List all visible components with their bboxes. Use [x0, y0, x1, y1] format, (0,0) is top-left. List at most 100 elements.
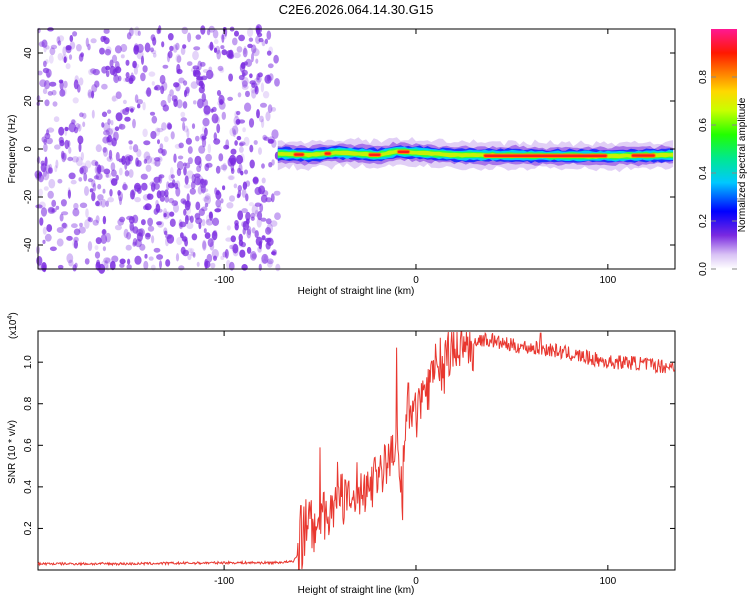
noise-dot [103, 28, 110, 34]
noise-dot [187, 157, 193, 165]
noise-dot [248, 202, 254, 207]
noise-dot [61, 152, 66, 163]
noise-dot [136, 50, 144, 60]
noise-dot [68, 146, 72, 154]
noise-dot [78, 142, 82, 153]
snr-xlabel: Height of straight line (km) [298, 585, 415, 596]
noise-dot [204, 232, 211, 240]
noise-dot [39, 217, 44, 226]
noise-dot [238, 239, 244, 248]
noise-dot [165, 259, 171, 267]
noise-dot [267, 104, 273, 114]
noise-dot [243, 46, 247, 55]
noise-dot [251, 204, 259, 215]
noise-dot [104, 260, 109, 270]
snr-ylabel: SNR (10 * v/v) [7, 420, 18, 484]
noise-dot [222, 251, 227, 258]
noise-dot [115, 91, 122, 99]
noise-dot [143, 151, 151, 161]
noise-dot [47, 167, 53, 174]
noise-dot [215, 165, 221, 174]
noise-dot [239, 146, 244, 153]
snr-scale-exp: 4 [7, 316, 14, 320]
noise-dot [267, 260, 273, 268]
noise-dot [94, 245, 99, 251]
noise-dot [229, 127, 236, 137]
noise-dot [132, 241, 137, 247]
noise-dot [187, 247, 195, 253]
noise-dot [244, 169, 248, 175]
band-peak [324, 152, 331, 155]
noise-dot [216, 90, 222, 96]
noise-dot [120, 43, 128, 53]
noise-dot [70, 120, 77, 125]
noise-dot [65, 46, 72, 54]
noise-dot [259, 115, 264, 123]
noise-dot [241, 80, 248, 88]
noise-dot [189, 188, 196, 195]
noise-dot [112, 68, 118, 77]
noise-dot [212, 217, 220, 226]
noise-dot [250, 216, 255, 221]
noise-dot [73, 240, 78, 249]
noise-dot [96, 259, 101, 268]
noise-dot [198, 160, 202, 168]
noise-dot [45, 137, 54, 145]
snr-line [37, 331, 676, 570]
noise-dot [237, 190, 242, 198]
noise-dot [190, 251, 196, 257]
noise-dot [244, 102, 252, 112]
noise-dot [227, 96, 234, 101]
noise-dot [119, 216, 126, 223]
noise-dot [195, 34, 202, 40]
noise-dot [204, 195, 211, 205]
noise-dot [202, 196, 209, 202]
noise-dot [175, 54, 182, 63]
noise-dot [266, 50, 272, 56]
noise-dot [180, 246, 186, 255]
noise-dot [155, 199, 159, 207]
noise-dot [179, 221, 184, 230]
noise-dot [245, 218, 250, 225]
noise-dot [53, 116, 60, 123]
snr-ytick-label: 0.2 [23, 521, 34, 535]
noise-dot [61, 211, 69, 216]
spec-ytick-label: 40 [23, 47, 34, 59]
noise-dot [238, 34, 246, 42]
noise-dot [71, 223, 78, 229]
noise-dot [95, 200, 100, 207]
noise-dot [249, 159, 255, 169]
noise-dot [180, 47, 186, 55]
noise-dot [77, 84, 81, 93]
noise-dot [72, 31, 78, 37]
noise-dot [151, 235, 155, 244]
noise-dot [237, 210, 244, 221]
noise-dot [168, 197, 175, 204]
noise-dot [266, 30, 272, 40]
noise-dot [253, 77, 261, 86]
spec-ytick-label: -40 [23, 237, 34, 252]
snr-ytick-label: 1.0 [23, 355, 34, 369]
noise-dot [132, 226, 139, 234]
snr-xtick-label: 0 [413, 576, 419, 587]
noise-dot [167, 93, 172, 104]
noise-dot [246, 246, 252, 254]
noise-dot [59, 89, 66, 97]
noise-dot [91, 109, 95, 119]
noise-dot [149, 111, 156, 116]
noise-dot [102, 188, 106, 194]
noise-dot [117, 218, 124, 226]
noise-dot [195, 201, 201, 211]
noise-dot [56, 238, 64, 247]
noise-dot [202, 117, 210, 127]
noise-dot [132, 144, 139, 153]
noise-dot [221, 49, 228, 56]
noise-dot [88, 68, 94, 76]
noise-dot [44, 233, 52, 242]
colorbar-tick-label: 0.8 [698, 70, 709, 84]
noise-dot [92, 68, 100, 76]
noise-dot [66, 253, 74, 264]
noise-dot [114, 224, 122, 231]
noise-dot [124, 170, 130, 177]
noise-dot [229, 261, 235, 271]
